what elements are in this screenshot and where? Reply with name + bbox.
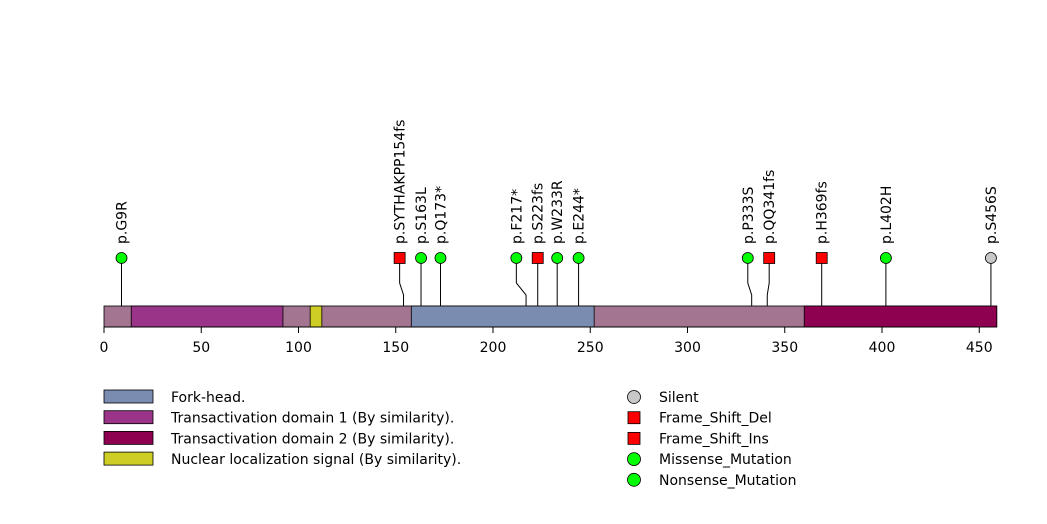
x-tick-label: 100: [285, 340, 312, 356]
x-tick-label: 400: [869, 340, 896, 356]
mutation-label: p.P333S: [741, 186, 757, 244]
x-axis: 0 50 100 150 200 250 300 350 400 450: [100, 326, 993, 356]
domain-legend: Fork-head. Transactivation domain 1 (By s…: [103, 389, 461, 468]
x-tick-label: 450: [966, 340, 993, 356]
mutation-marker: [531, 252, 544, 264]
mutation-label: p.S223fs: [531, 183, 547, 244]
mutation-marker: [551, 252, 564, 264]
mutation-label: p.F217*: [509, 189, 525, 244]
legend-marker: [627, 472, 641, 487]
mutation-marker: [415, 252, 427, 264]
mutation-label: p.Q173*: [433, 186, 449, 244]
mutation-marker: [815, 252, 828, 264]
mutation-marker: [741, 252, 754, 264]
mutation-stems: [121, 258, 992, 306]
x-tick-label: 50: [192, 340, 210, 356]
legend-mutation-label: Silent: [659, 390, 699, 406]
mutation-marker: [763, 252, 776, 264]
legend-mutation-label: Missense_Mutation: [659, 452, 792, 468]
mutation-marker: [879, 252, 892, 264]
legend-marker: [627, 452, 641, 467]
x-tick-label: 350: [771, 340, 798, 356]
legend-domain-swatch: [103, 389, 154, 404]
mutation-marker: [393, 252, 406, 264]
x-tick-label: 250: [577, 340, 604, 356]
legend-domain-swatch: [103, 410, 154, 425]
legend-domain-label: Transactivation domain 2 (By similarity)…: [170, 431, 454, 447]
mutation-markers: [115, 252, 997, 264]
mutation-label: p.QQ341fs: [762, 170, 778, 244]
mutation-label: p.S163L: [414, 187, 430, 244]
legend-mutation-label: Frame_Shift_Ins: [659, 431, 769, 447]
mutation-stem: [766, 258, 770, 306]
legend-domain-swatch: [103, 430, 154, 445]
legend-domain-label: Fork-head.: [171, 390, 245, 406]
mutation-stem: [399, 258, 405, 306]
mutation-label: p.H369fs: [815, 181, 831, 244]
legend-marker: [627, 431, 641, 445]
mutation-stem: [747, 258, 753, 306]
mutation-label: p.L402H: [879, 186, 895, 244]
mutation-labels: p.G9R p.SYTHAKPP154fs p.S163L p.Q173* p.F217…: [115, 120, 1000, 244]
x-tick-label: 150: [382, 340, 409, 356]
protein-track: [103, 305, 998, 328]
mutation-stem: [515, 258, 527, 306]
mutation-label: p.E244*: [572, 188, 588, 244]
legend-domain-label: Nuclear localization signal (By similari…: [171, 452, 461, 468]
legend-domain-label: Transactivation domain 1 (By similarity)…: [170, 411, 454, 427]
x-tick-label: 300: [674, 340, 701, 356]
legend-domain-swatch: [103, 451, 154, 466]
mutation-label: p.S456S: [984, 186, 1000, 244]
legend-marker: [627, 390, 641, 404]
mutation-marker: [434, 252, 447, 264]
domain-1: [309, 305, 323, 328]
legend-mutation-label: Frame_Shift_Del: [659, 411, 772, 427]
mutation-label: p.G9R: [115, 201, 131, 244]
domain-0: [130, 305, 284, 328]
x-tick-label: 0: [100, 340, 109, 356]
mutation-marker: [510, 252, 523, 264]
legend-marker: [627, 411, 641, 425]
mutation-label: p.SYTHAKPP154fs: [393, 120, 409, 244]
domain-2: [410, 305, 595, 328]
legend-mutation-label: Nonsense_Mutation: [659, 473, 796, 489]
mutation-marker: [115, 252, 128, 264]
mutation-type-legend: Silent Frame_Shift_Del Frame_Shift_Ins Miss…: [627, 390, 796, 489]
mutation-label: p.W233R: [550, 180, 566, 244]
domain-3: [803, 305, 998, 328]
x-tick-label: 200: [480, 340, 507, 356]
mutation-marker: [572, 252, 585, 264]
mutation-marker: [985, 252, 997, 264]
